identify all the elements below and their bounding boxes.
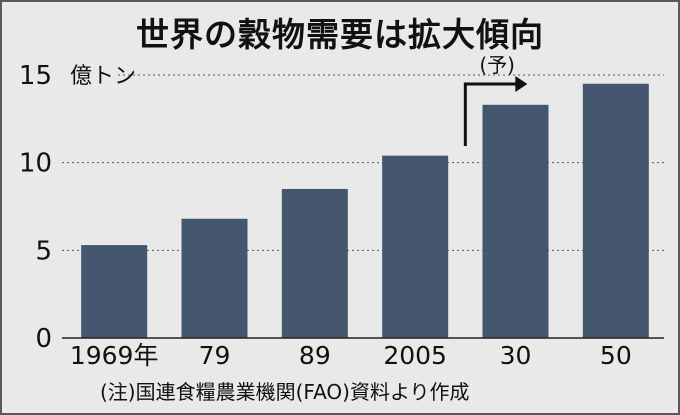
x-tick-label-5: 50 [600, 341, 632, 370]
y-tick-label-10: 10 [19, 149, 52, 179]
bar-2 [281, 188, 348, 338]
bar-1 [181, 218, 248, 338]
y-tick-label-0: 0 [35, 324, 52, 354]
bar-0 [81, 245, 148, 338]
y-tick-label-5: 5 [35, 236, 52, 266]
source-note: (注)国連食糧農業機関(FAO)資料より作成 [100, 380, 470, 404]
bar-3 [382, 155, 449, 338]
bar-4 [482, 104, 549, 338]
x-tick-label-3: 2005 [383, 341, 447, 370]
y-axis-unit-label: 億トン [70, 64, 136, 89]
x-tick-label-2: 89 [299, 341, 331, 370]
chart-title: 世界の穀物需要は拡大傾向 [136, 15, 544, 54]
x-tick-label-0: 1969年 [70, 341, 159, 370]
x-tick-label-4: 30 [500, 341, 532, 370]
forecast-bracket-line [463, 82, 518, 146]
forecast-arrow-head [515, 76, 528, 92]
y-tick-label-15: 15 [19, 61, 52, 91]
forecast-label: (予) [479, 53, 515, 77]
bar-5 [582, 83, 649, 339]
x-tick-label-1: 79 [199, 341, 231, 370]
